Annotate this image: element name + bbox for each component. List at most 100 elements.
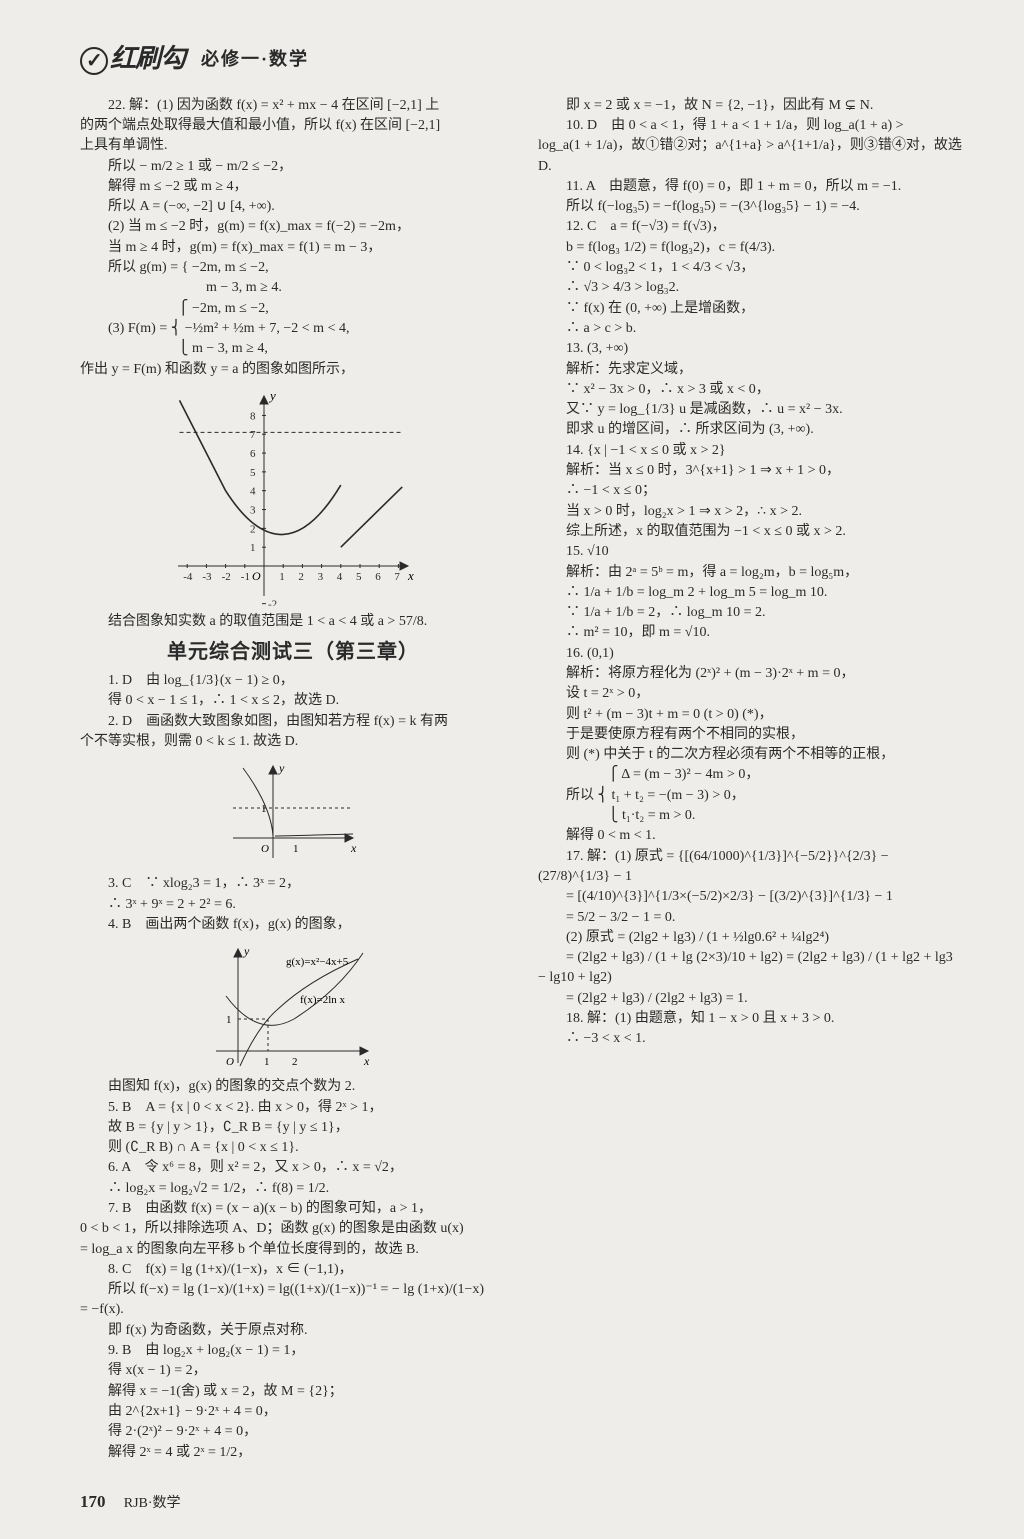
text-line: 故 B = {y | y > 1}，∁_R B = {y | y ≤ 1}， [80,1118,506,1138]
text-line: 解得 x = −1(舍) 或 x = 2，故 M = {2}； [80,1382,506,1402]
text-line: 作出 y = F(m) 和函数 y = a 的图象如图所示， [80,360,506,380]
svg-text:3: 3 [250,504,256,516]
text-line: 又∵ y = log_{1/3} u 是减函数，∴ u = x² − 3x. [538,400,964,420]
text-line: 由图知 f(x)，g(x) 的图象的交点个数为 2. [80,1077,506,1097]
fig2-origin: O [261,843,269,855]
svg-text:6: 6 [375,571,381,583]
svg-text:-3: -3 [202,571,212,583]
svg-text:7: 7 [394,571,400,583]
page-footer: 170 RJB·数学 [80,1490,181,1515]
text-line: 设 t = 2ˣ > 0， [538,684,964,704]
text-line: 所以 ⎨ t₁ + t₂ = −(m − 3) > 0， [538,786,964,806]
text-line: ∴ −3 < x < 1. [538,1029,964,1049]
text-line: log_a(1 + 1/a)，故①错②对；a^{1+a} > a^{1+1/a}… [538,136,964,177]
text-line: 综上所述，x 的取值范围为 −1 < x ≤ 0 或 x > 2. [538,522,964,542]
svg-text:-2: -2 [268,598,277,605]
text-line: 当 x > 0 时，log₂x > 1 ⇒ x > 2，∴ x > 2. [538,502,964,522]
text-line: 解得 m ≤ −2 或 m ≥ 4， [80,177,506,197]
fig1-origin: O [252,569,261,583]
text-line: 22. 解：(1) 因为函数 f(x) = x² + mx − 4 在区间 [−… [80,96,506,116]
svg-text:-1: -1 [241,571,250,583]
left-block-2: 结合图象知实数 a 的取值范围是 1 < a < 4 或 a > 57/8. [80,612,506,632]
text-line: = [(4/10)^{3}]^{1/3×(−5/2)×2/3} − [(3/2)… [538,887,964,907]
text-line: ∴ m² = 10，即 m = √10. [538,623,964,643]
text-line: = −f(x). [80,1300,506,1320]
text-line: 3. C ∵ xlog₂3 = 1，∴ 3ˣ = 2， [80,874,506,894]
text-line: ∵ x² − 3x > 0，∴ x > 3 或 x < 0， [538,380,964,400]
page-number: 170 [80,1492,106,1511]
text-line: 17. 解：(1) 原式 = {[(64/1000)^{1/3}]^{−5/2}… [538,847,964,888]
text-line: (2) 原式 = (2lg2 + lg3) / (1 + ½lg0.6² + ¼… [538,928,964,948]
text-line: ⎧ Δ = (m − 3)² − 4m > 0， [538,765,964,785]
svg-text:1: 1 [279,571,285,583]
text-line: ⎩ t₁·t₂ = m > 0. [538,806,964,826]
text-line: 15. √10 [538,542,964,562]
fig2-xlabel: x [350,841,357,855]
fig1-ylabel: y [268,388,276,403]
text-line: ∴ log₂x = log₂√2 = 1/2，∴ f(8) = 1/2. [80,1179,506,1199]
header-subtitle: 必修一·数学 [201,46,309,72]
text-line: 的两个端点处取得最大值和最小值，所以 f(x) 在区间 [−2,1] [80,116,506,136]
text-line: ∵ f(x) 在 (0, +∞) 上是增函数， [538,299,964,319]
svg-text:5: 5 [250,467,256,479]
fig1-xlabel: x [407,568,414,583]
text-line: ⎩ m − 3, m ≥ 4, [80,339,506,359]
text-line: = log_a x 的图象向左平移 b 个单位长度得到的，故选 B. [80,1240,506,1260]
text-line: 16. (0,1) [538,644,964,664]
fig3-label-g: g(x)=x²−4x+5 [286,956,349,968]
fig3-label-f: f(x)=2ln x [300,994,345,1006]
text-line: 当 m ≥ 4 时，g(m) = f(x)_max = f(1) = m − 3… [80,238,506,258]
text-line: 9. B 由 log₂x + log₂(x − 1) = 1， [80,1341,506,1361]
text-line: 结合图象知实数 a 的取值范围是 1 < a < 4 或 a > 57/8. [80,612,506,632]
text-line: 则 (∁_R B) ∩ A = {x | 0 < x ≤ 1}. [80,1138,506,1158]
text-line: 于是要使原方程有两个不相同的实根， [538,725,964,745]
text-line: 即求 u 的增区间，∴ 所求区间为 (3, +∞). [538,420,964,440]
left-block-3: 1. D 由 log_{1/3}(x − 1) ≥ 0， 得 0 < x − 1… [80,671,506,752]
text-line: 所以 f(−x) = lg (1−x)/(1+x) = lg((1+x)/(1−… [80,1280,506,1300]
text-line: b = f(log₃ 1/2) = f(log₃2)，c = f(4/3). [538,238,964,258]
left-block-5: 由图知 f(x)，g(x) 的图象的交点个数为 2. 5. B A = {x |… [80,1077,506,1341]
text-line: 即 f(x) 为奇函数，关于原点对称. [80,1321,506,1341]
section-heading: 单元综合测试三（第三章） [80,638,506,667]
text-line: 14. {x | −1 < x ≤ 0 或 x > 2} [538,441,964,461]
text-line: 解得 0 < m < 1. [538,826,964,846]
svg-text:-4: -4 [183,571,193,583]
text-line: 个不等实根，则需 0 < k ≤ 1. 故选 D. [80,732,506,752]
text-line: 1. D 由 log_{1/3}(x − 1) ≥ 0， [80,671,506,691]
text-line: 8. C f(x) = lg (1+x)/(1−x)，x ∈ (−1,1)， [80,1260,506,1280]
figure-1: -4-3-2-11234567 -212345678 x y O [168,386,418,606]
text-line: ∴ 3ˣ + 9ˣ = 2 + 2² = 6. [80,895,506,915]
figure-3: g(x)=x²−4x+5 f(x)=2ln x x y O 1 1 2 [208,941,378,1071]
text-line: 解析：将原方程化为 (2ˣ)² + (m − 3)·2ˣ + m = 0， [538,664,964,684]
text-line: 上具有单调性. [80,136,506,156]
fig2-ylabel: y [278,761,285,775]
fig3-xlabel: x [363,1054,370,1068]
logo-text: 红刷勾 [110,44,185,73]
page-sub: RJB·数学 [124,1496,181,1511]
text-line: ∵ 1/a + 1/b = 2，∴ log_m 10 = 2. [538,603,964,623]
text-line: 即 x = 2 或 x = −1，故 N = {2, −1}，因此有 M ⊊ N… [538,96,964,116]
svg-text:5: 5 [356,571,362,583]
text-line: 5. B A = {x | 0 < x < 2}. 由 x > 0，得 2ˣ >… [80,1098,506,1118]
text-line: = (2lg2 + lg3) / (2lg2 + lg3) = 1. [538,989,964,1009]
text-line: ∵ 0 < log₃2 < 1，1 < 4/3 < √3， [538,258,964,278]
text-line: (2) 当 m ≤ −2 时，g(m) = f(x)_max = f(−2) =… [80,217,506,237]
fig3-ylabel: y [243,944,250,958]
content-columns: 22. 解：(1) 因为函数 f(x) = x² + mx − 4 在区间 [−… [80,96,964,1476]
text-line: 11. A 由题意，得 f(0) = 0，即 1 + m = 0，所以 m = … [538,177,964,197]
text-line: (3) F(m) = ⎨ −½m² + ½m + 7, −2 < m < 4, [80,319,506,339]
text-line: 6. A 令 x⁶ = 8，则 x² = 2，又 x > 0，∴ x = √2， [80,1158,506,1178]
text-line: ∴ 1/a + 1/b = log_m 2 + log_m 5 = log_m … [538,583,964,603]
text-line: m − 3, m ≥ 4. [80,278,506,298]
text-line: 所以 f(−log₃5) = −f(log₃5) = −(3^{log₃5} −… [538,197,964,217]
svg-text:3: 3 [318,571,324,583]
text-line: ⎧ −2m, m ≤ −2, [80,299,506,319]
text-line: 7. B 由函数 f(x) = (x − a)(x − b) 的图象可知，a >… [80,1199,506,1219]
svg-text:4: 4 [337,571,343,583]
text-line: 所以 A = (−∞, −2] ∪ [4, +∞). [80,197,506,217]
text-line: 则 (*) 中关于 t 的二次方程必须有两个不相等的正根， [538,745,964,765]
text-line: 解析：由 2ᵃ = 5ᵇ = m，得 a = log₂m，b = log₅m， [538,563,964,583]
svg-text:2: 2 [298,571,304,583]
text-line: 得 0 < x − 1 ≤ 1，∴ 1 < x ≤ 2，故选 D. [80,691,506,711]
text-line: 13. (3, +∞) [538,339,964,359]
